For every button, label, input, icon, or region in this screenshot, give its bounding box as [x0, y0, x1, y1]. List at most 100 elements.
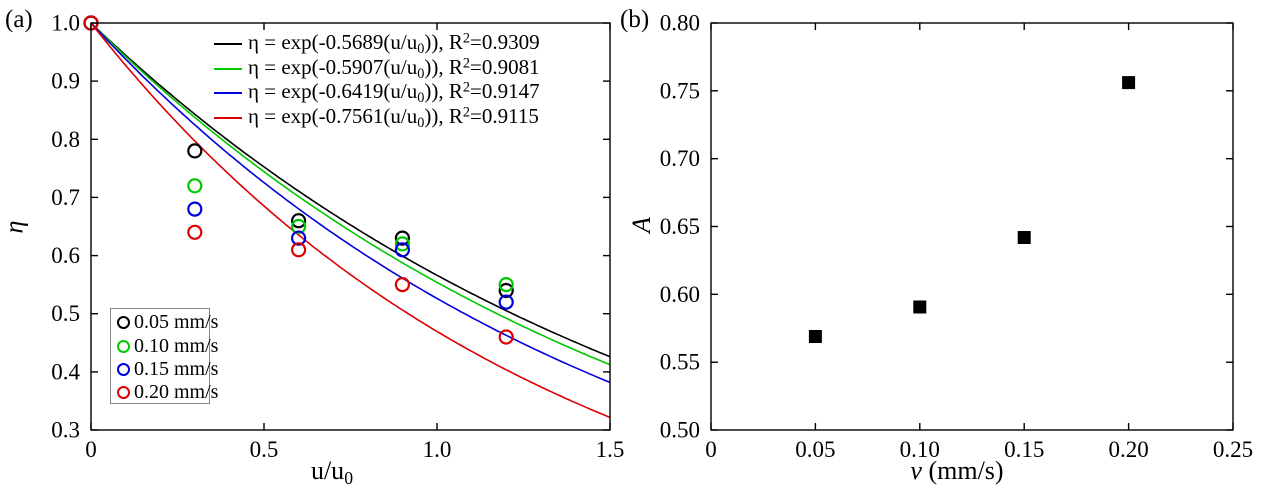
xlabel-b-units: (mm/s)	[921, 456, 1004, 485]
y-tick-label: 0.8	[51, 127, 80, 152]
circle-marker-icon	[117, 362, 130, 376]
xlabel-a-base: u/u	[310, 456, 345, 485]
y-tick-label: 1.0	[51, 11, 80, 36]
y-tick-label: 0.75	[660, 78, 700, 103]
fit-curve	[90, 22, 611, 366]
xlabel-a-subscript: 0	[344, 467, 354, 488]
series-legend-row: 0.20 mm/s	[117, 381, 218, 404]
data-point-circle	[187, 201, 203, 217]
y-tick-label: 0.3	[51, 418, 80, 443]
y-tick-label: 0.80	[660, 11, 700, 36]
series-legend-row: 0.05 mm/s	[117, 311, 218, 334]
fit-legend-row: η = exp(-0.7561(u/u0)), R2=0.9115	[214, 104, 540, 132]
fit-eq-part: =0.9115	[470, 103, 539, 128]
data-point-circle	[498, 282, 514, 299]
x-tick-label: 0.05	[795, 437, 835, 462]
fit-eq-part: =0.9081	[470, 54, 540, 79]
x-tick-label: 0.10	[900, 437, 940, 462]
data-point-circle	[291, 242, 307, 258]
fit-eq-part: )), R	[424, 54, 463, 79]
fit-eq-sup: 2	[462, 55, 470, 72]
x-tick-label: 0.15	[1004, 437, 1044, 462]
circle-marker-icon	[117, 339, 130, 353]
y-tick-label: 0.4	[51, 359, 80, 384]
data-point-square	[808, 330, 822, 343]
data-point-circle	[394, 242, 410, 258]
x-tick-label: 0	[705, 437, 717, 462]
fit-eq-part: η = exp(-0.6419(u/u	[248, 79, 418, 104]
fit-eq-sub: 0	[417, 41, 425, 58]
fit-legend-row: η = exp(-0.6419(u/u0)), R2=0.9147	[214, 79, 540, 107]
data-point-circle	[187, 178, 203, 194]
fit-eq-part: η = exp(-0.7561(u/u	[248, 103, 418, 128]
fit-eq-part: η = exp(-0.5907(u/u	[248, 54, 418, 79]
y-tick-label: 0.65	[660, 214, 700, 239]
fit-eq-part: )), R	[424, 30, 463, 55]
y-tick-label: 0.6	[51, 243, 80, 268]
x-tick-label: 0.20	[1108, 437, 1148, 462]
fit-line-swatch	[214, 92, 242, 95]
data-point-circle	[394, 230, 410, 246]
panel-b-x-axis-label: v (mm/s)	[877, 456, 1037, 486]
x-tick-label: 0	[85, 437, 97, 462]
fit-eq-part: =0.9147	[470, 79, 540, 104]
series-legend-label: 0.10 mm/s	[134, 334, 219, 357]
fit-eq-part: η = exp(-0.5689(u/u	[248, 30, 418, 55]
x-tick-label: 0.5	[250, 437, 279, 462]
series-legend-label: 0.20 mm/s	[134, 381, 219, 404]
data-point-circle	[187, 143, 203, 159]
data-point-circle	[394, 277, 410, 293]
series-legend-row: 0.15 mm/s	[117, 358, 218, 381]
y-tick-label: 0.60	[660, 282, 700, 307]
fit-eq-sup: 2	[462, 79, 470, 96]
plot-box	[90, 22, 611, 431]
plot-box	[710, 22, 1234, 431]
data-point-circle	[291, 218, 307, 235]
fit-legend: η = exp(-0.5689(u/u0)), R2=0.9309 η = ex…	[214, 30, 540, 132]
fit-equation: η = exp(-0.5907(u/u0)), R2=0.9081	[248, 55, 540, 83]
fit-curve	[90, 22, 611, 384]
fit-legend-row: η = exp(-0.5907(u/u0)), R2=0.9081	[214, 55, 540, 83]
y-tick-label: 0.70	[660, 146, 700, 171]
data-point-square	[1122, 76, 1136, 90]
circle-marker-icon	[117, 316, 130, 330]
fit-eq-sub: 0	[417, 114, 425, 131]
y-tick-label: 0.55	[660, 350, 700, 375]
series-legend-label: 0.05 mm/s	[134, 311, 219, 334]
panel-a-label: (a)	[5, 6, 33, 33]
data-point-circle	[291, 213, 307, 229]
x-tick-label: 1.5	[596, 437, 625, 462]
data-point-circle	[394, 236, 410, 252]
series-legend: 0.05 mm/s 0.10 mm/s 0.15 mm/s 0.20 mm/s	[110, 308, 218, 404]
fit-eq-part: )), R	[424, 103, 463, 128]
x-tick-label: 1.0	[423, 437, 452, 462]
fit-curve	[90, 22, 611, 358]
fit-line-swatch	[214, 67, 242, 70]
fit-eq-sup: 2	[462, 104, 470, 121]
data-point-circle	[291, 230, 307, 246]
data-point-circle	[498, 277, 514, 293]
panel-b-y-axis-label: A	[626, 217, 656, 233]
y-tick-label: 0.5	[51, 301, 80, 326]
fit-eq-sub: 0	[417, 90, 425, 107]
data-point-circle	[498, 294, 514, 310]
series-legend-row: 0.10 mm/s	[117, 334, 218, 357]
y-tick-label: 0.50	[660, 418, 700, 443]
data-point-square	[1017, 231, 1031, 244]
x-tick-label: 0.25	[1213, 437, 1253, 462]
y-tick-label: 0.9	[51, 69, 80, 94]
panel-a-y-axis-label: η	[0, 220, 29, 234]
series-legend-label: 0.15 mm/s	[134, 357, 219, 380]
fit-legend-row: η = exp(-0.5689(u/u0)), R2=0.9309	[214, 30, 540, 58]
fit-eq-sub: 0	[417, 65, 425, 82]
panel-b-label: (b)	[620, 6, 650, 33]
fit-eq-part: =0.9309	[470, 30, 540, 55]
data-point-circle	[187, 224, 203, 240]
fit-eq-sup: 2	[462, 30, 470, 47]
fit-equation: η = exp(-0.7561(u/u0)), R2=0.9115	[248, 104, 539, 132]
y-tick-label: 0.7	[51, 185, 80, 210]
panel-a-x-axis-label: u/u0	[262, 456, 402, 489]
fit-equation: η = exp(-0.6419(u/u0)), R2=0.9147	[248, 79, 540, 107]
